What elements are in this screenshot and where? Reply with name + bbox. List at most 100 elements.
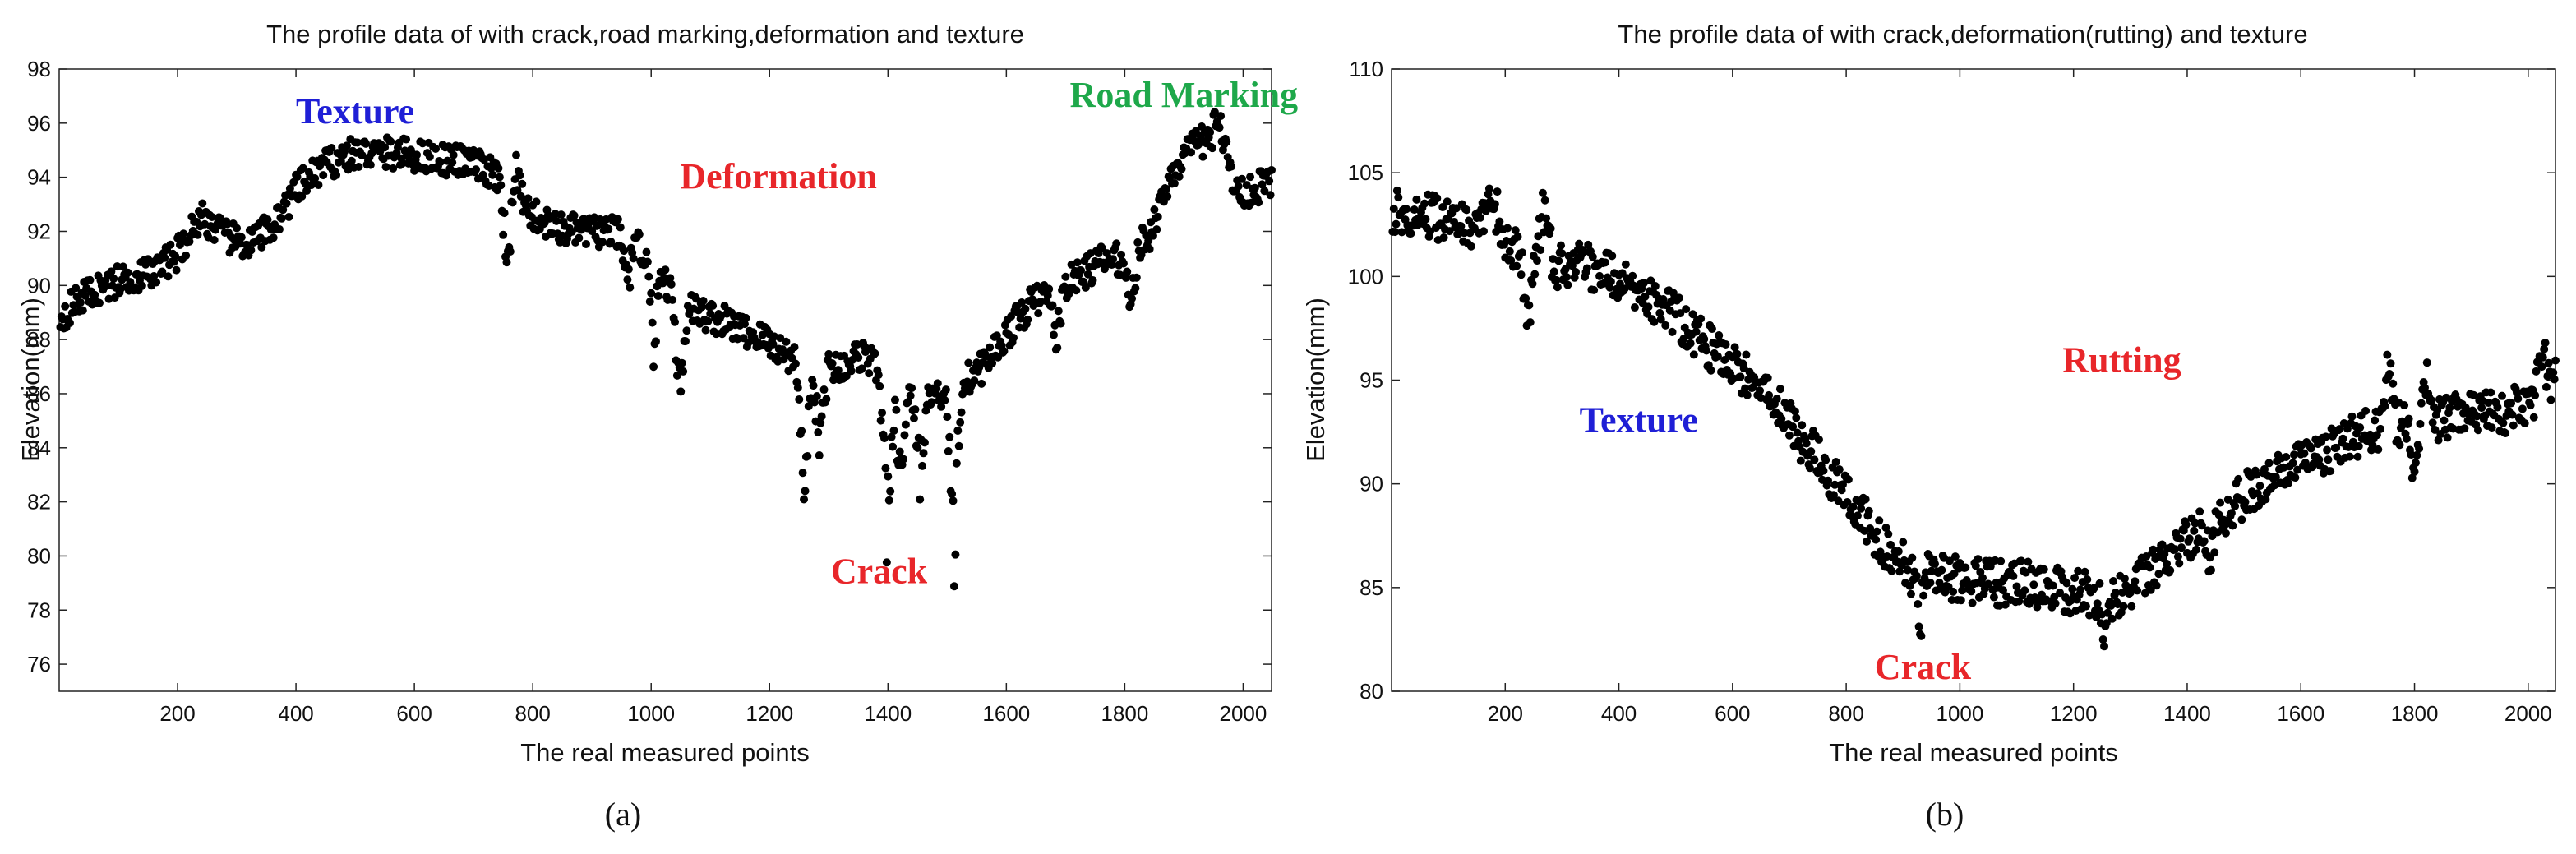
data-point (2173, 552, 2182, 561)
data-point (72, 284, 81, 293)
data-point (1805, 464, 1814, 473)
data-point (1919, 591, 1928, 600)
data-point (2241, 497, 2250, 506)
data-point (992, 331, 1001, 340)
data-point (949, 582, 958, 591)
data-point (2095, 579, 2104, 588)
data-point (1562, 273, 1571, 282)
data-point (418, 139, 427, 148)
data-point (1247, 198, 1256, 207)
data-point (798, 469, 807, 478)
data-point (857, 364, 866, 373)
data-point (1210, 108, 1219, 117)
data-point (193, 230, 202, 239)
data-point (2428, 418, 2437, 427)
data-point (833, 366, 843, 375)
data-point (1525, 301, 1534, 310)
data-point (1810, 455, 1819, 464)
data-point (2068, 584, 2077, 593)
data-point (2185, 534, 2194, 543)
data-point (2050, 593, 2059, 602)
data-point (624, 265, 633, 274)
data-point (353, 138, 362, 147)
data-point (2529, 413, 2538, 422)
data-point (298, 192, 307, 201)
data-point (956, 418, 965, 427)
data-point (1650, 282, 1660, 291)
data-point (2400, 401, 2409, 410)
data-point (1689, 350, 1698, 359)
data-point (442, 171, 451, 180)
data-point (496, 181, 506, 190)
data-point (816, 418, 825, 427)
data-point (2404, 414, 2413, 423)
data-point (1814, 435, 1823, 444)
data-point (1741, 384, 1750, 393)
data-point (2440, 416, 2449, 425)
data-point (311, 173, 320, 182)
data-point (1641, 292, 1650, 301)
data-point (210, 236, 219, 245)
data-point (1250, 183, 1259, 192)
data-point (166, 240, 175, 249)
data-point (744, 339, 753, 348)
data-point (2361, 406, 2371, 415)
data-point (1567, 261, 1577, 270)
data-point (793, 383, 802, 392)
data-point (1073, 258, 1082, 267)
x-tick-label: 200 (159, 701, 195, 726)
data-point (2228, 521, 2237, 530)
data-point (2354, 441, 2363, 450)
data-point (916, 495, 925, 504)
data-point (884, 472, 893, 481)
data-point (2001, 600, 2010, 609)
data-point (1819, 466, 1828, 475)
data-point (2288, 459, 2297, 468)
data-point (1914, 600, 1923, 609)
data-point (1242, 181, 1251, 190)
chart-a-points (56, 108, 1276, 591)
data-point (2493, 403, 2502, 412)
annotation-label: Road Marking (1070, 75, 1298, 115)
data-point (2127, 602, 2136, 611)
data-point (179, 229, 188, 238)
data-point (518, 179, 527, 188)
data-point (1389, 204, 1398, 213)
chart-b-plot-area (1391, 68, 2556, 692)
data-point (2371, 416, 2380, 425)
data-point (812, 392, 821, 401)
data-point (797, 427, 806, 436)
data-point (667, 279, 676, 289)
data-point (895, 447, 904, 456)
data-point (118, 262, 127, 271)
y-tick-label: 80 (27, 543, 51, 568)
data-point (298, 164, 307, 173)
data-point (494, 164, 503, 173)
y-tick-label: 100 (1348, 264, 1383, 289)
data-point (809, 381, 818, 390)
data-point (182, 251, 191, 260)
data-point (709, 302, 718, 311)
data-point (581, 239, 590, 248)
data-point (2499, 418, 2508, 427)
data-point (2353, 452, 2362, 461)
data-point (2300, 449, 2309, 458)
data-point (279, 205, 288, 215)
data-point (570, 211, 579, 220)
data-point (882, 558, 891, 567)
data-point (1036, 297, 1046, 306)
data-point (613, 215, 622, 224)
data-point (892, 405, 901, 414)
data-point (508, 198, 517, 207)
data-point (1861, 495, 1870, 504)
x-tick-label: 1400 (2163, 701, 2211, 726)
data-point (1546, 224, 1555, 233)
data-point (2237, 515, 2246, 524)
data-point (2190, 526, 2199, 535)
data-point (1775, 385, 1784, 394)
data-point (1912, 571, 1921, 580)
data-point (2376, 424, 2385, 433)
data-point (2070, 574, 2080, 583)
data-point (1707, 325, 1716, 334)
data-point (123, 268, 132, 277)
